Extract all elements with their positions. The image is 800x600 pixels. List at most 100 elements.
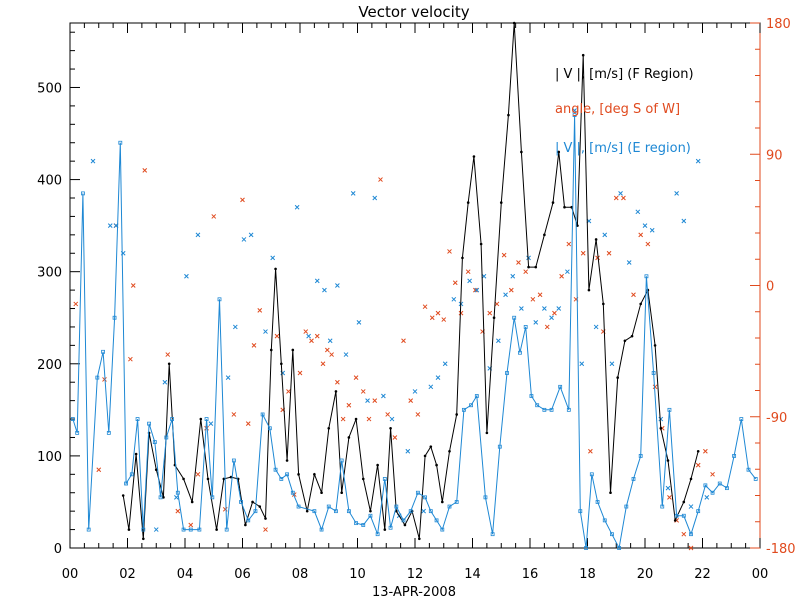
e-region-x-point xyxy=(90,158,96,164)
series-point xyxy=(190,500,194,504)
series-point xyxy=(239,500,243,504)
series-point xyxy=(394,504,399,509)
angle-point xyxy=(452,280,458,286)
series-point xyxy=(549,407,554,412)
series-point xyxy=(660,504,665,509)
series-point xyxy=(274,267,277,271)
series-point xyxy=(70,417,75,421)
series-point xyxy=(231,458,236,463)
series-point xyxy=(518,350,522,355)
series-point xyxy=(543,233,546,237)
series-point xyxy=(142,537,145,541)
series-point xyxy=(86,527,91,532)
series-point xyxy=(703,483,708,488)
e-region-x-point xyxy=(642,223,648,228)
e-region-x-point xyxy=(208,421,214,427)
series-point xyxy=(121,494,125,497)
e-region-x-point xyxy=(350,191,356,196)
e-region-x-point xyxy=(565,269,570,275)
series-point xyxy=(267,426,272,431)
x-tick-label: 04 xyxy=(177,567,194,582)
e-region-x-point xyxy=(322,287,327,293)
angle-point xyxy=(652,384,658,390)
angle-point xyxy=(385,412,391,417)
angle-point xyxy=(580,250,586,256)
series-point xyxy=(129,472,134,477)
series-point xyxy=(602,302,605,306)
x-axis-label: 13-APR-2008 xyxy=(372,585,456,600)
y2-tick-label: -90 xyxy=(766,411,787,426)
series-point xyxy=(199,417,203,421)
e-region-x-point xyxy=(519,306,524,311)
e-region-series xyxy=(70,113,758,550)
angle-point xyxy=(645,241,651,247)
series-point xyxy=(368,513,373,518)
angle-point xyxy=(667,494,672,500)
series-point xyxy=(327,426,331,430)
angle-point xyxy=(346,402,352,408)
series-point xyxy=(512,315,517,320)
series-point xyxy=(558,384,563,389)
angle-point xyxy=(392,435,398,440)
angle-point xyxy=(638,232,644,238)
angle-point xyxy=(695,462,701,468)
angle-point xyxy=(703,448,708,454)
series-point xyxy=(154,468,158,472)
angle-point xyxy=(530,296,536,302)
angle-point xyxy=(128,356,133,362)
series-point xyxy=(428,509,433,514)
series-point xyxy=(423,454,427,458)
e-region-x-point xyxy=(526,255,531,261)
series-point xyxy=(466,201,470,204)
e-region-x-point xyxy=(658,416,664,422)
e-region-x-point xyxy=(107,223,113,228)
e-region-x-point xyxy=(314,278,320,284)
series-point xyxy=(291,348,295,352)
e-region-x-point xyxy=(681,218,687,224)
series-point xyxy=(340,491,343,495)
x-tick-label: 06 xyxy=(234,567,251,582)
e-region-x-point xyxy=(306,333,311,339)
series-point xyxy=(563,205,566,209)
series-point xyxy=(164,435,169,440)
series-point xyxy=(609,491,612,495)
e-region-x-point xyxy=(542,306,547,311)
angle-point xyxy=(595,255,600,261)
angle-point xyxy=(422,304,428,310)
legend-angle: angle, [deg S of W] xyxy=(555,102,680,117)
angle-point xyxy=(274,333,280,339)
series-point xyxy=(305,509,309,513)
series-point xyxy=(388,525,393,530)
x-tick-label: 20 xyxy=(637,567,654,582)
angle-point xyxy=(309,338,314,344)
e-region-x-point xyxy=(327,338,333,344)
series-point xyxy=(81,191,85,196)
angle-point xyxy=(588,448,593,454)
series-line xyxy=(72,115,757,550)
e-region-x-point xyxy=(356,319,362,325)
series-point xyxy=(246,518,251,523)
angle-point xyxy=(544,324,550,330)
series-point xyxy=(408,509,413,514)
series-point xyxy=(710,490,715,495)
x-tick-label: 00 xyxy=(62,567,79,582)
e-region-x-point xyxy=(435,375,441,380)
angle-point xyxy=(415,412,421,417)
y2-tick-label: 90 xyxy=(766,148,783,163)
series-point xyxy=(158,495,163,500)
series-point xyxy=(75,430,80,435)
series-point xyxy=(602,518,607,523)
e-region-x-point xyxy=(335,283,340,288)
series-layer xyxy=(70,21,758,551)
series-point xyxy=(423,495,427,500)
series-point xyxy=(682,500,686,504)
series-point xyxy=(152,440,157,444)
series-point xyxy=(455,413,458,416)
series-point xyxy=(124,481,128,486)
angle-point xyxy=(458,310,464,316)
angle-point xyxy=(263,527,268,532)
series-point xyxy=(167,362,171,366)
angle-series xyxy=(73,168,715,551)
angle-point xyxy=(231,412,237,417)
